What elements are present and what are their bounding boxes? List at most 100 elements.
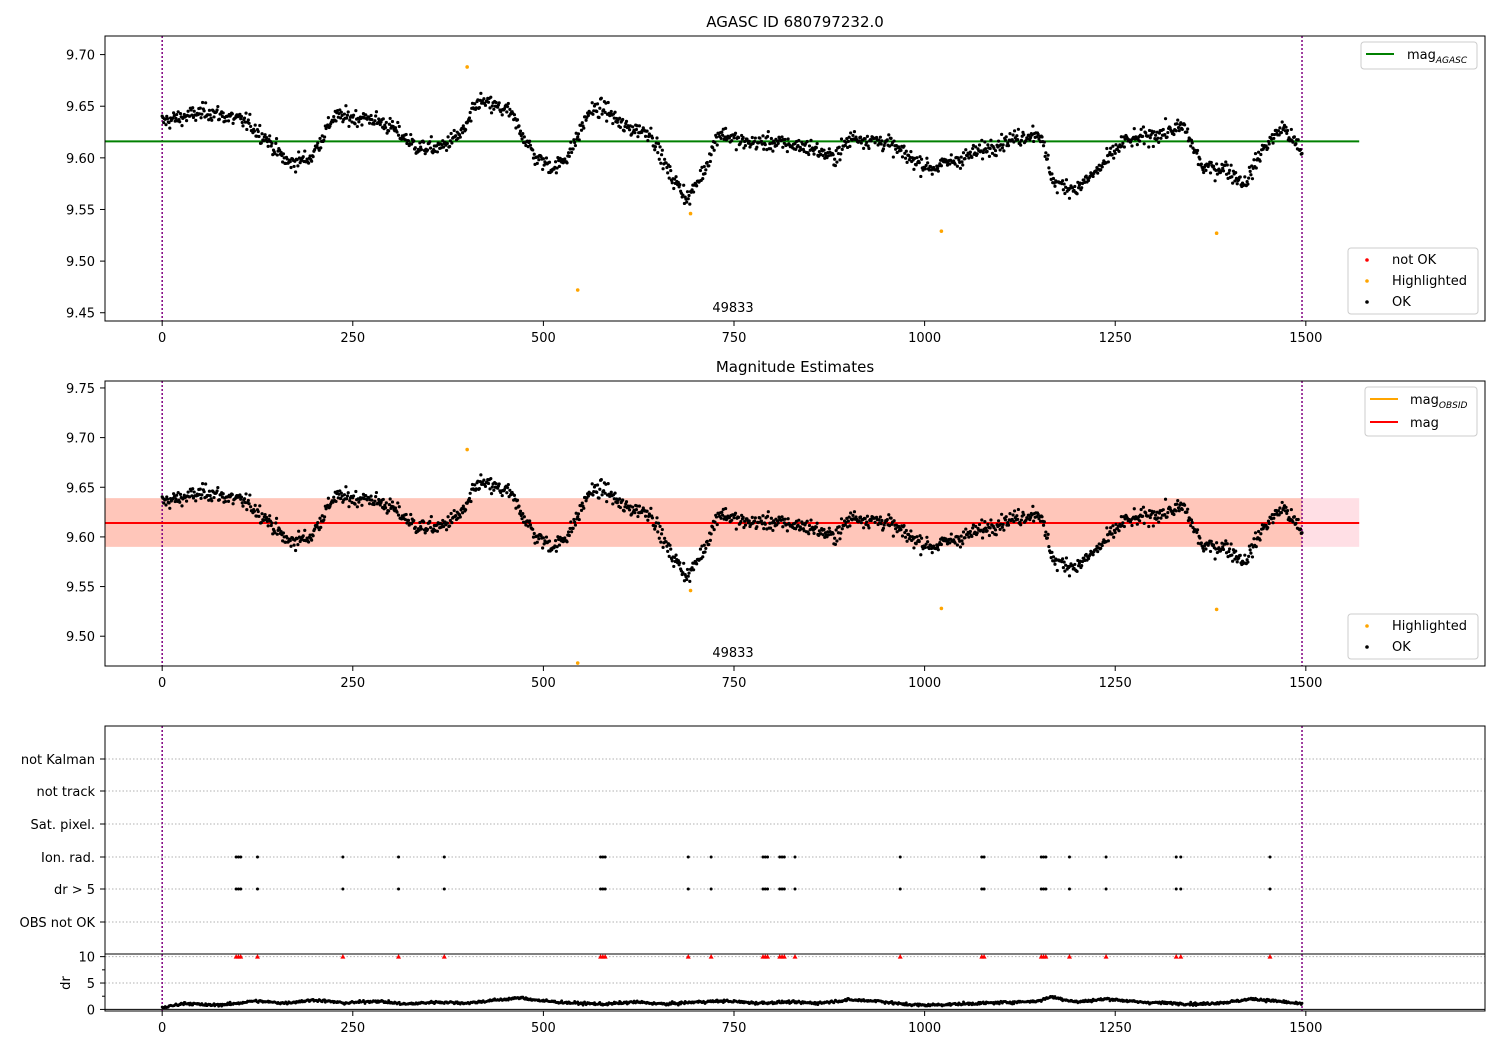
p1-ok-point-1212 xyxy=(1084,174,1088,178)
p2-ok-point-1307 xyxy=(1157,520,1161,524)
flag-point-1-2 xyxy=(239,887,243,891)
p1-ok-point-1365 xyxy=(1201,168,1205,172)
p2-ok-point-784 xyxy=(758,516,762,520)
p2-ok-point-379 xyxy=(449,511,453,516)
p1-ok-point-546 xyxy=(576,132,581,136)
p1-ok-point-391 xyxy=(458,135,462,139)
p1-ok-point-533 xyxy=(566,151,571,155)
dr-clipped-marker-24 xyxy=(1043,954,1049,959)
p2-ok-point-545 xyxy=(576,515,580,519)
p1-ok-point-880 xyxy=(831,153,835,157)
p1-highlighted-point-1 xyxy=(575,288,580,292)
p1-ok-point-634 xyxy=(643,134,648,138)
p2-ok-point-7 xyxy=(165,497,170,501)
p1-ok-point-18 xyxy=(174,116,178,120)
p2-ok-point-1290 xyxy=(1144,511,1148,515)
p2-highlighted-point-4 xyxy=(1214,607,1219,612)
p2-ok-point-1002 xyxy=(924,542,928,546)
p1-ok-point-666 xyxy=(668,164,672,169)
p1-ok-point-1345 xyxy=(1186,127,1190,131)
p2-ok-point-1490 xyxy=(1296,517,1300,522)
p2-ok-point-930 xyxy=(869,518,873,523)
p1-ok-point-993 xyxy=(917,160,921,165)
dr-clipped-marker-11 xyxy=(708,954,714,959)
p1-ok-point-706 xyxy=(698,168,703,173)
p2-ok-point-1318 xyxy=(1165,515,1169,519)
p2-ok-point-15 xyxy=(172,492,176,496)
p2-ok-point-2 xyxy=(162,501,166,505)
p2-ok-point-1147 xyxy=(1035,515,1039,519)
p1-ok-point-1330 xyxy=(1174,129,1178,133)
p1-ok-point-472 xyxy=(520,137,524,141)
p2-ok-point-789 xyxy=(762,527,766,531)
p1-ok-point-937 xyxy=(874,135,879,140)
dr-clipped-marker-28 xyxy=(1178,954,1184,959)
p1-ok-point-1441 xyxy=(1259,152,1263,157)
p2-ok-point-647 xyxy=(653,524,658,528)
p1-ok-point-589 xyxy=(609,109,613,114)
p1-ok-point-995 xyxy=(919,174,923,179)
p1-ok-point-734 xyxy=(720,130,724,134)
p2-ok-point-395 xyxy=(461,504,465,508)
p2-ok-point-656 xyxy=(660,527,664,532)
p1-ok-point-565 xyxy=(591,112,595,116)
p2-ok-point-1376 xyxy=(1209,539,1213,544)
p2-ok-point-1049 xyxy=(960,539,964,543)
panel-mag-points-layer xyxy=(160,447,1304,665)
p2-ok-point-126 xyxy=(256,509,260,514)
p2-ok-point-330 xyxy=(412,518,416,523)
p1-ok-point-1382 xyxy=(1214,168,1218,173)
p2-ok-point-831 xyxy=(794,527,798,531)
p1-ok-point-976 xyxy=(904,149,908,153)
p2-ok-point-1080 xyxy=(984,526,988,530)
p2-ok-point-799 xyxy=(769,516,773,520)
p1-xtick-label-6: 1500 xyxy=(1289,331,1322,346)
p1-ok-point-795 xyxy=(766,130,770,134)
dr-clipped-marker-10 xyxy=(685,954,691,959)
p1-ok-point-1319 xyxy=(1166,130,1170,135)
p1-ok-point-53 xyxy=(200,100,205,105)
p2-ok-point-862 xyxy=(817,529,821,533)
panel-magnitude-estimates: 0 250 500 750 1000 1250 15009.509.559.609.659.… xyxy=(66,358,1486,691)
p2-ok-point-964 xyxy=(895,530,899,534)
dr-point-1471 xyxy=(1282,999,1286,1002)
p2-ok-point-398 xyxy=(464,508,468,512)
p2-ok-point-579 xyxy=(602,489,606,493)
p1-ok-point-1475 xyxy=(1285,131,1289,135)
legend-mag-label: mag xyxy=(1410,416,1439,431)
p2-ok-point-896 xyxy=(843,523,847,527)
p1-ok-point-943 xyxy=(879,142,883,146)
p2-ok-point-17 xyxy=(173,499,177,504)
p2-ok-point-626 xyxy=(637,504,642,508)
p2-ok-point-669 xyxy=(670,559,674,563)
p2-ok-point-1122 xyxy=(1016,517,1020,521)
p1-ok-point-884 xyxy=(834,149,838,153)
p1-ok-point-1407 xyxy=(1233,179,1237,183)
p1-ok-point-1167 xyxy=(1050,172,1054,176)
dr-point-1495 xyxy=(1300,1001,1304,1005)
p1-ok-point-39 xyxy=(190,113,194,117)
p2-ok-point-1363 xyxy=(1199,541,1203,545)
p2-ok-point-293 xyxy=(383,506,388,510)
p1-ok-point-684 xyxy=(682,183,686,187)
p1-ok-point-959 xyxy=(891,155,895,159)
p2-ok-point-442 xyxy=(497,482,501,486)
p1-ok-point-1466 xyxy=(1278,126,1282,130)
p2-ok-point-446 xyxy=(500,493,504,498)
p1-ok-point-1451 xyxy=(1266,139,1271,144)
p2-ok-point-946 xyxy=(881,526,886,530)
p1-ok-point-1248 xyxy=(1112,156,1116,160)
p1-ok-point-1053 xyxy=(963,157,967,161)
p1-ok-point-206 xyxy=(317,148,321,152)
p2-ok-point-75 xyxy=(217,498,221,502)
p2-ok-point-1079 xyxy=(983,520,987,524)
p1-ok-point-1279 xyxy=(1135,143,1139,147)
p2-ok-point-622 xyxy=(634,508,639,512)
p1-ok-point-141 xyxy=(268,134,272,138)
flag-point-2-7 xyxy=(599,855,603,859)
p2-ok-point-1487 xyxy=(1294,521,1298,525)
p1-ok-point-62 xyxy=(207,108,212,112)
p2-ok-point-424 xyxy=(483,484,488,489)
flag-point-1-22 xyxy=(1039,887,1043,891)
p1-ok-point-7 xyxy=(165,117,170,121)
